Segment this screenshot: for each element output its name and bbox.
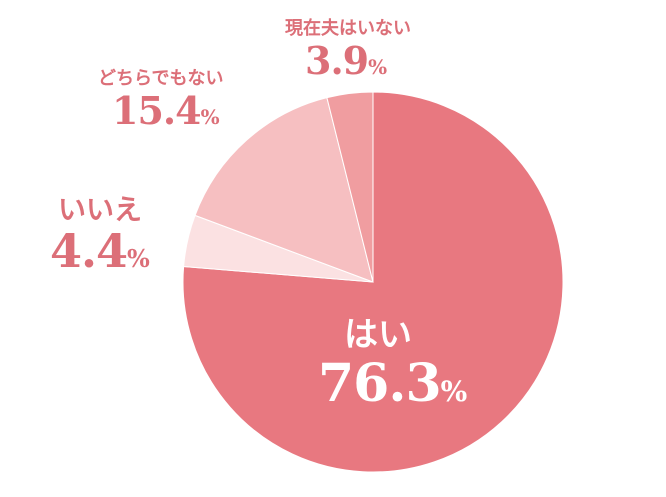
slice-label-hai-value: 76.3% xyxy=(318,358,468,410)
percent-sign: % xyxy=(368,55,387,79)
slice-label-dochira-value: 15.4% xyxy=(112,92,223,130)
slice-value-genzai: 3.9 xyxy=(305,38,369,83)
slice-label-genzai: 現在夫はいない 3.9% xyxy=(285,20,411,80)
slice-label-hai-category: はい xyxy=(344,315,412,355)
percent-sign: % xyxy=(440,375,468,408)
percent-sign: % xyxy=(127,244,150,273)
slice-dochira xyxy=(194,97,374,283)
slice-value-iie: 4.4 xyxy=(50,224,128,278)
slice-label-genzai-category: 現在夫はいない xyxy=(285,18,411,39)
slice-label-iie-value: 4.4% xyxy=(50,228,150,274)
slice-label-hai: はい 76.3% xyxy=(318,315,467,410)
slice-value-dochira: 15.4 xyxy=(112,88,202,133)
slice-label-dochira: どちらでもない 15.4% xyxy=(98,70,223,130)
percent-sign: % xyxy=(200,105,220,129)
slice-label-iie: いいえ 4.4% xyxy=(50,193,150,275)
slice-value-hai: 76.3 xyxy=(318,353,442,414)
slice-label-genzai-value: 3.9% xyxy=(305,42,411,80)
slice-genzai xyxy=(326,91,374,283)
slice-label-dochira-category: どちらでもない xyxy=(98,68,224,89)
slice-label-iie-category: いいえ xyxy=(58,193,143,226)
